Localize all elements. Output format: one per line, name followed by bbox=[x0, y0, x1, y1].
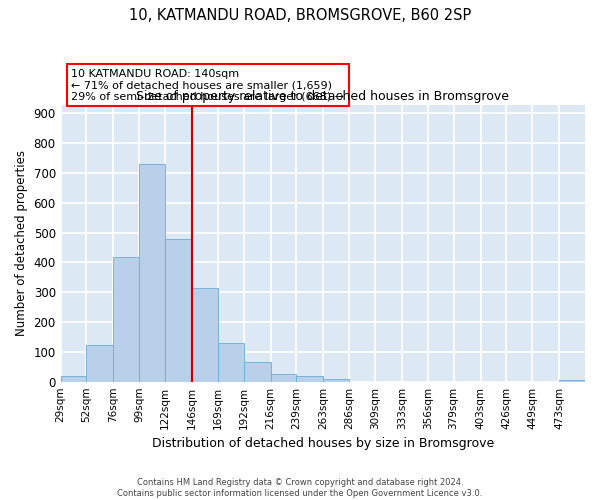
Bar bbox=[113, 257, 139, 382]
Text: 10 KATMANDU ROAD: 140sqm
← 71% of detached houses are smaller (1,659)
29% of sem: 10 KATMANDU ROAD: 140sqm ← 71% of detach… bbox=[71, 68, 344, 102]
Bar bbox=[86, 346, 113, 382]
X-axis label: Distribution of detached houses by size in Bromsgrove: Distribution of detached houses by size … bbox=[152, 437, 494, 450]
Bar bbox=[165, 238, 192, 382]
Title: Size of property relative to detached houses in Bromsgrove: Size of property relative to detached ho… bbox=[136, 90, 509, 104]
Bar bbox=[218, 342, 244, 382]
Bar bbox=[192, 288, 218, 382]
Bar bbox=[271, 374, 296, 382]
Bar bbox=[139, 164, 165, 382]
Y-axis label: Number of detached properties: Number of detached properties bbox=[15, 150, 28, 336]
Bar bbox=[296, 376, 323, 382]
Bar bbox=[323, 378, 349, 382]
Bar bbox=[61, 376, 86, 382]
Text: 10, KATMANDU ROAD, BROMSGROVE, B60 2SP: 10, KATMANDU ROAD, BROMSGROVE, B60 2SP bbox=[129, 8, 471, 22]
Text: Contains HM Land Registry data © Crown copyright and database right 2024.
Contai: Contains HM Land Registry data © Crown c… bbox=[118, 478, 482, 498]
Bar bbox=[244, 362, 271, 382]
Bar bbox=[559, 380, 585, 382]
